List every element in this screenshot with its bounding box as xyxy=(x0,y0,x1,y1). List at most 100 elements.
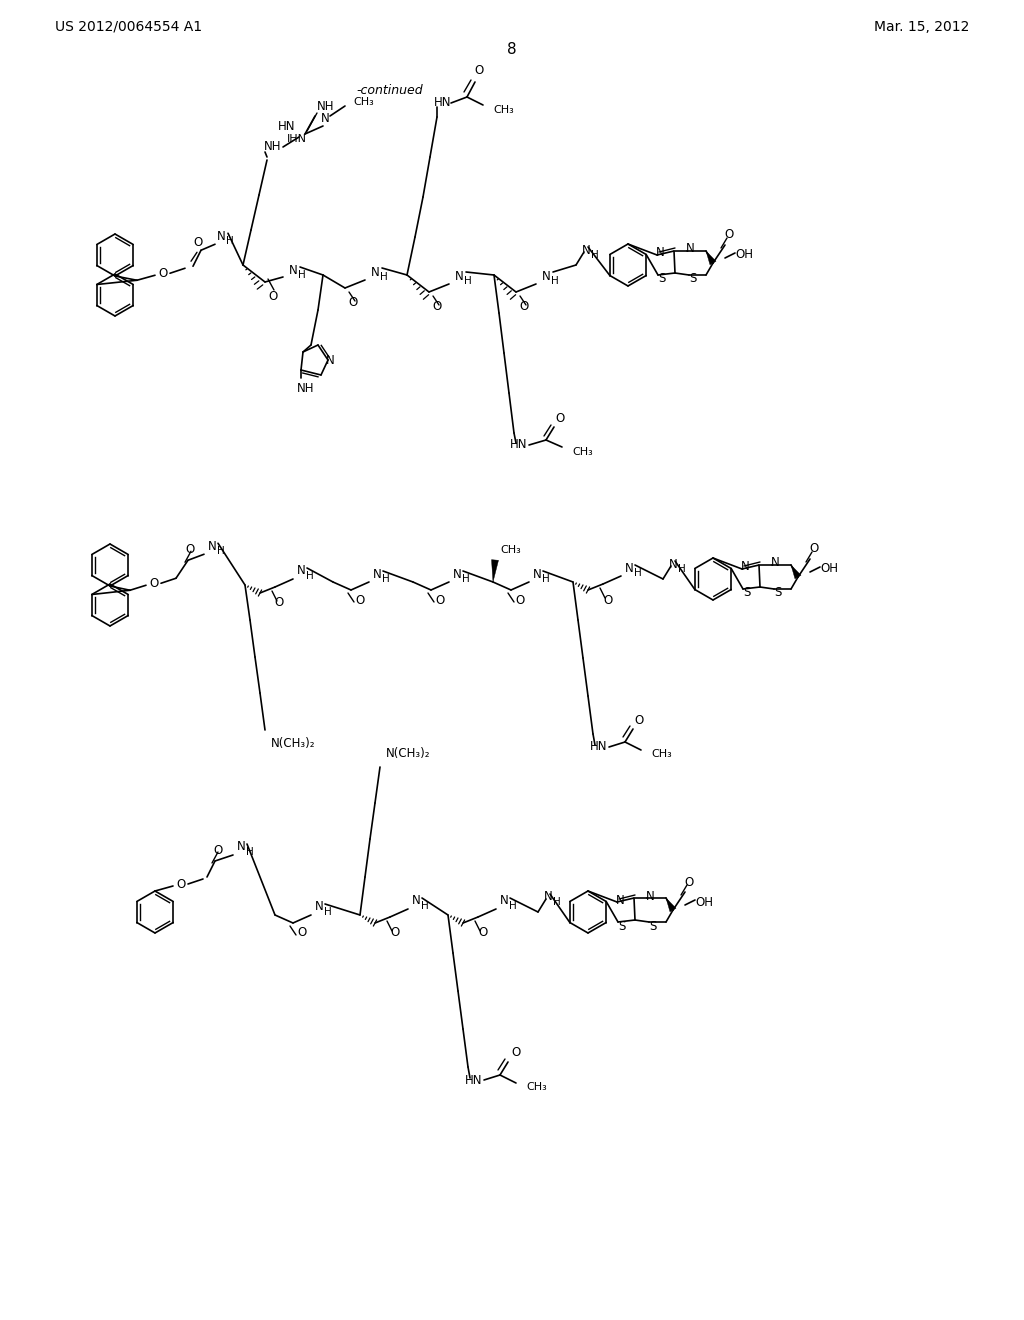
Text: CH₃: CH₃ xyxy=(651,748,672,759)
Text: H: H xyxy=(542,574,550,583)
Text: S: S xyxy=(658,272,666,285)
Text: H: H xyxy=(298,271,306,280)
Text: N: N xyxy=(217,230,225,243)
Text: HN: HN xyxy=(590,741,608,754)
Text: H: H xyxy=(462,574,470,583)
Text: H: H xyxy=(464,276,472,286)
Text: O: O xyxy=(515,594,524,606)
Polygon shape xyxy=(666,898,676,912)
Text: O: O xyxy=(348,296,357,309)
Text: O: O xyxy=(635,714,644,726)
Text: O: O xyxy=(150,577,159,590)
Text: O: O xyxy=(519,300,528,313)
Polygon shape xyxy=(791,565,801,578)
Text: N: N xyxy=(453,568,462,581)
Text: N: N xyxy=(582,243,591,256)
Text: OH: OH xyxy=(820,562,838,576)
Text: H: H xyxy=(678,564,686,574)
Text: O: O xyxy=(435,594,444,606)
Text: OH: OH xyxy=(735,248,753,261)
Text: N: N xyxy=(208,540,216,553)
Text: N: N xyxy=(532,568,542,581)
Text: H: H xyxy=(551,276,559,286)
Text: N: N xyxy=(625,561,634,574)
Text: O: O xyxy=(809,543,818,556)
Text: N: N xyxy=(771,557,779,569)
Text: HN: HN xyxy=(465,1073,482,1086)
Text: N: N xyxy=(314,900,324,913)
Text: N: N xyxy=(289,264,297,276)
Text: S: S xyxy=(649,920,656,932)
Polygon shape xyxy=(706,251,716,265)
Polygon shape xyxy=(492,560,499,582)
Text: H: H xyxy=(226,236,233,247)
Text: N: N xyxy=(542,269,550,282)
Text: CH₃: CH₃ xyxy=(572,447,593,457)
Text: H: H xyxy=(382,574,390,583)
Text: N: N xyxy=(412,895,421,908)
Text: N: N xyxy=(544,891,552,903)
Text: O: O xyxy=(194,236,203,248)
Text: CH₃: CH₃ xyxy=(500,545,521,554)
Text: O: O xyxy=(159,267,168,280)
Text: N: N xyxy=(669,557,677,570)
Text: N: N xyxy=(655,247,665,260)
Text: H: H xyxy=(380,272,388,282)
Text: H: H xyxy=(634,568,642,578)
Text: HN: HN xyxy=(279,120,296,132)
Text: Mar. 15, 2012: Mar. 15, 2012 xyxy=(873,20,969,34)
Text: N(CH₃)₂: N(CH₃)₂ xyxy=(386,747,430,759)
Text: O: O xyxy=(274,597,284,610)
Text: O: O xyxy=(213,843,222,857)
Text: NH: NH xyxy=(297,381,314,395)
Text: N: N xyxy=(297,565,305,578)
Text: N: N xyxy=(740,561,750,573)
Text: N: N xyxy=(645,890,654,903)
Text: H: H xyxy=(421,902,429,911)
Text: IHN: IHN xyxy=(287,135,307,144)
Text: O: O xyxy=(355,594,365,606)
Text: H: H xyxy=(306,572,314,581)
Text: O: O xyxy=(432,300,441,313)
Text: CH₃: CH₃ xyxy=(353,96,374,107)
Text: N: N xyxy=(615,894,625,907)
Text: NH: NH xyxy=(264,140,282,153)
Text: H: H xyxy=(591,249,599,260)
Text: S: S xyxy=(743,586,751,599)
Text: S: S xyxy=(618,920,626,932)
Text: CH₃: CH₃ xyxy=(526,1082,547,1092)
Text: O: O xyxy=(555,412,564,425)
Text: H: H xyxy=(509,902,517,911)
Text: O: O xyxy=(297,927,306,940)
Text: -continued: -continued xyxy=(356,83,423,96)
Text: N: N xyxy=(237,841,246,854)
Text: HN: HN xyxy=(510,438,527,451)
Text: H: H xyxy=(325,907,332,917)
Text: N: N xyxy=(500,895,508,908)
Text: O: O xyxy=(268,289,278,302)
Text: H: H xyxy=(246,847,254,857)
Text: O: O xyxy=(724,228,733,242)
Text: O: O xyxy=(185,543,195,556)
Text: N: N xyxy=(371,265,379,279)
Text: H: H xyxy=(217,546,225,556)
Text: N: N xyxy=(326,354,335,367)
Text: O: O xyxy=(603,594,612,606)
Text: N: N xyxy=(455,269,464,282)
Text: US 2012/0064554 A1: US 2012/0064554 A1 xyxy=(55,20,202,34)
Text: OH: OH xyxy=(695,895,713,908)
Text: NH: NH xyxy=(317,99,335,112)
Text: H: H xyxy=(553,898,561,907)
Text: N: N xyxy=(686,243,694,256)
Text: O: O xyxy=(176,878,185,891)
Text: N(CH₃)₂: N(CH₃)₂ xyxy=(271,737,315,750)
Text: N: N xyxy=(373,568,381,581)
Text: HN: HN xyxy=(434,96,452,110)
Text: O: O xyxy=(390,927,399,940)
Text: S: S xyxy=(689,272,696,285)
Text: O: O xyxy=(511,1047,520,1060)
Text: O: O xyxy=(684,875,693,888)
Text: O: O xyxy=(478,927,487,940)
Text: CH₃: CH₃ xyxy=(493,106,514,115)
Text: 8: 8 xyxy=(507,42,517,58)
